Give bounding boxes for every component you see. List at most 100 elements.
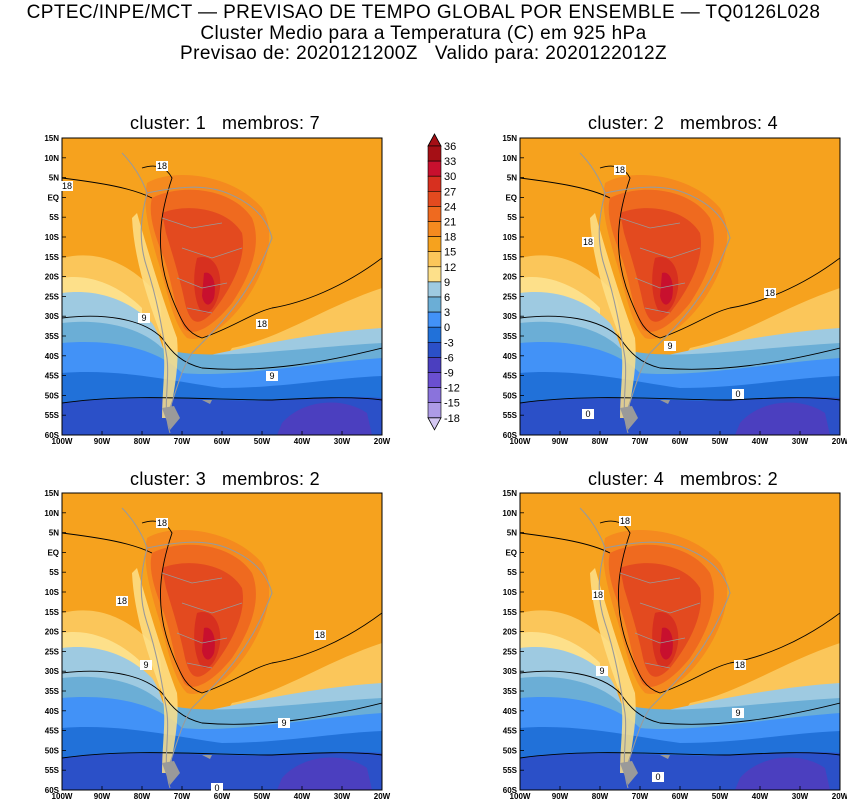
contour-label: 18 — [619, 516, 631, 526]
svg-text:18: 18 — [593, 590, 603, 600]
lon-tick-label: 60W — [672, 792, 689, 801]
lat-tick-label: 35S — [45, 687, 60, 696]
lat-tick-label: 40S — [503, 707, 518, 716]
lat-tick-label: 30S — [45, 667, 60, 676]
lat-tick-label: 25S — [503, 292, 518, 301]
svg-text:18: 18 — [615, 165, 625, 175]
colorbar-swatch — [427, 160, 442, 177]
svg-text:9: 9 — [143, 660, 148, 670]
svg-text:9: 9 — [735, 708, 740, 718]
lon-tick-label: 100W — [52, 792, 73, 801]
colorbar-swatch — [427, 387, 442, 404]
svg-text:18: 18 — [257, 319, 267, 329]
lat-tick-label: 15N — [502, 489, 517, 498]
contour-label: 9 — [596, 666, 608, 676]
svg-text:9: 9 — [269, 371, 274, 381]
lon-tick-label: 40W — [294, 792, 311, 801]
lat-tick-label: 5S — [507, 213, 517, 222]
lat-tick-label: 60S — [503, 431, 518, 440]
colorbar-swatch — [427, 266, 442, 283]
lon-tick-label: 70W — [174, 437, 191, 446]
lat-tick-label: 15S — [45, 608, 60, 617]
colorbar-label: 12 — [444, 262, 456, 274]
lat-tick-label: 5S — [49, 568, 59, 577]
panel-1-title: cluster: 1 membros: 7 — [130, 113, 320, 133]
lat-tick-label: 55S — [503, 766, 518, 775]
colorbar-swatch — [427, 191, 442, 207]
lat-tick-label: 35S — [45, 332, 60, 341]
lon-tick-label: 80W — [134, 792, 151, 801]
contour-label: 9 — [138, 313, 150, 323]
lon-tick-label: 70W — [632, 437, 649, 446]
svg-text:9: 9 — [281, 718, 286, 728]
colorbar-swatch — [427, 251, 442, 268]
colorbar-swatch — [427, 341, 442, 358]
lat-tick-label: EQ — [47, 193, 59, 202]
lon-tick-label: 60W — [214, 437, 231, 446]
svg-text:18: 18 — [157, 161, 167, 171]
lat-tick-label: 15S — [503, 253, 518, 262]
lat-tick-label: 45S — [503, 372, 518, 381]
lat-tick-label: 40S — [45, 352, 60, 361]
lat-tick-label: 45S — [45, 727, 60, 736]
colorbar-label: 33 — [444, 156, 456, 168]
contour-label: 0 — [582, 409, 594, 419]
lat-tick-label: 10N — [502, 154, 517, 163]
lat-tick-label: 55S — [45, 411, 60, 420]
header-line-3: Previsao de: 2020121200Z Valido para: 20… — [180, 43, 667, 64]
lat-tick-label: 35S — [503, 687, 518, 696]
lon-tick-label: 100W — [52, 437, 73, 446]
lon-tick-label: 90W — [94, 792, 111, 801]
contour-label: 9 — [278, 718, 290, 728]
lat-tick-label: 30S — [503, 667, 518, 676]
colorbar-swatch — [427, 206, 442, 222]
lat-tick-label: 55S — [45, 766, 60, 775]
lon-tick-label: 80W — [592, 792, 609, 801]
colorbar-label: 24 — [444, 201, 456, 213]
lat-tick-label: 15N — [44, 134, 59, 143]
lon-tick-label: 60W — [672, 437, 689, 446]
colorbar-label: -9 — [444, 368, 454, 380]
lat-tick-label: EQ — [505, 548, 517, 557]
contour-label: 9 — [732, 708, 744, 718]
colorbar-swatch — [427, 326, 442, 343]
svg-text:0: 0 — [585, 409, 590, 419]
lon-tick-label: 30W — [792, 792, 809, 801]
lat-tick-label: 40S — [45, 707, 60, 716]
colorbar-label: 36 — [444, 141, 456, 153]
lat-tick-label: 15S — [45, 253, 60, 262]
lat-tick-label: 60S — [503, 786, 518, 795]
svg-text:18: 18 — [735, 660, 745, 670]
lat-tick-label: 50S — [503, 391, 518, 400]
lat-tick-label: 55S — [503, 411, 518, 420]
contour-label: 18 — [314, 630, 326, 640]
lat-tick-label: 10N — [44, 509, 59, 518]
lat-tick-label: 20S — [503, 628, 518, 637]
svg-text:18: 18 — [765, 288, 775, 298]
svg-text:9: 9 — [667, 341, 672, 351]
map-panel-4: 15N 10N 5N EQ 5S 10S 15S 20S 25S 30S 35S 40S 45S 50S 5… — [502, 489, 847, 801]
lon-tick-label: 20W — [374, 437, 391, 446]
lat-tick-label: EQ — [505, 193, 517, 202]
header-line-2: Cluster Medio para a Temperatura (C) em … — [200, 23, 647, 44]
colorbar-swatch — [427, 357, 442, 373]
contour-label: 18 — [614, 165, 626, 175]
lon-tick-label: 50W — [712, 792, 729, 801]
colorbar-swatch — [427, 236, 442, 253]
lon-tick-label: 40W — [294, 437, 311, 446]
colorbar-swatch — [427, 372, 442, 388]
contour-label: 0 — [732, 389, 744, 399]
lon-tick-label: 90W — [94, 437, 111, 446]
contour-label: 18 — [592, 590, 604, 600]
lon-tick-label: 20W — [832, 792, 847, 801]
lon-tick-label: 50W — [254, 437, 271, 446]
svg-text:18: 18 — [315, 630, 325, 640]
colorbar-swatch — [427, 402, 442, 419]
header-line-1: CPTEC/INPE/MCT — PREVISAO DE TEMPO GLOBA… — [26, 2, 821, 23]
colorbar-swatch — [427, 175, 442, 192]
contour-label: 18 — [156, 161, 168, 171]
svg-text:0: 0 — [214, 783, 219, 793]
colorbar-label: 0 — [444, 322, 450, 334]
